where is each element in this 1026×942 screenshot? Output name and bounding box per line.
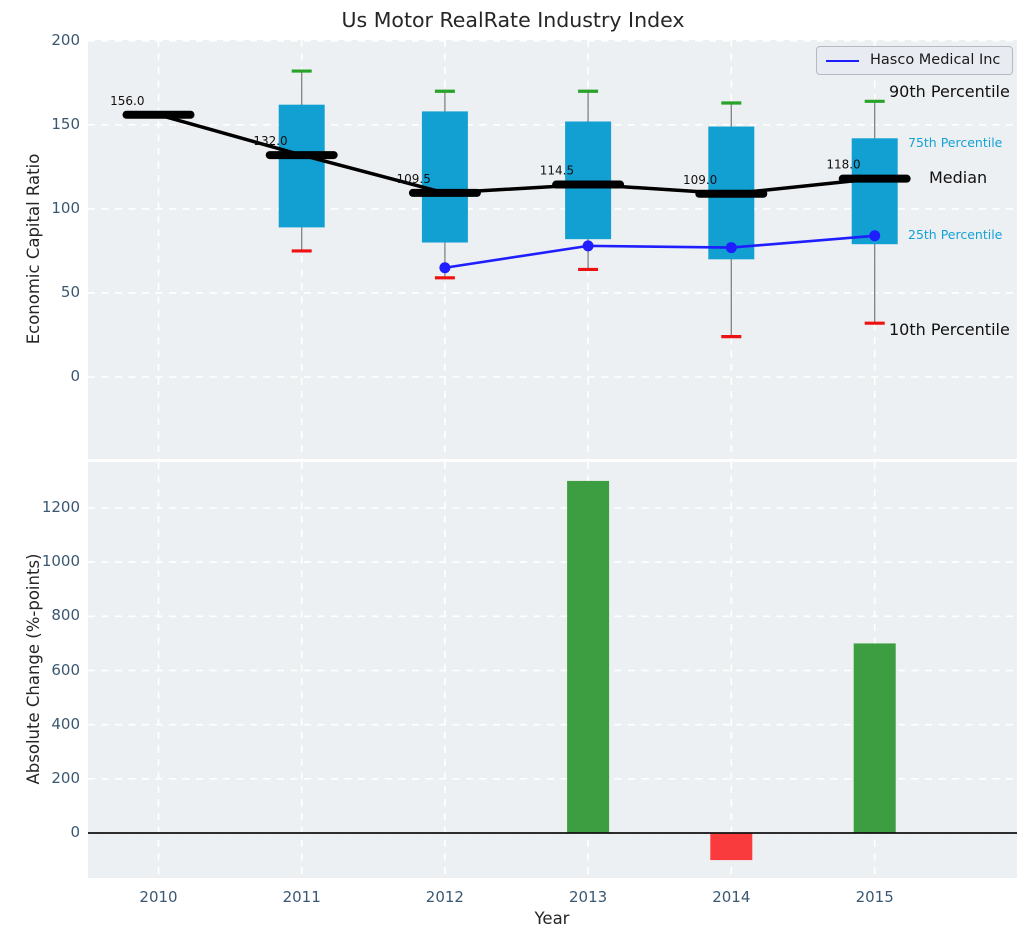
annotation-median: Median — [929, 168, 988, 187]
hasco-marker — [869, 230, 881, 242]
hasco-marker — [439, 262, 451, 274]
median-value-label: 114.5 — [540, 164, 574, 178]
y-tick-label-top: 50 — [60, 282, 80, 301]
annotation-25th-percentile: 25th Percentile — [908, 227, 1003, 242]
y-tick-label-top: 200 — [51, 30, 80, 49]
hasco-line — [444, 234, 875, 270]
x-tick-label: 2012 — [425, 888, 464, 906]
legend: Hasco Medical Inc — [816, 46, 1014, 75]
hasco-marker — [582, 240, 594, 252]
median-value-label: 109.5 — [397, 172, 431, 186]
y-tick-label-top: 150 — [51, 114, 80, 133]
iqr-box — [851, 138, 898, 245]
median-value-label: 132.0 — [253, 134, 287, 148]
annotation-10th-percentile: 10th Percentile — [889, 320, 1010, 339]
hasco-marker — [725, 242, 737, 254]
top-axes-background — [88, 40, 1017, 459]
y-axis-label-top: Economic Capital Ratio — [23, 153, 43, 345]
y-tick-label-bottom: 800 — [51, 606, 80, 625]
absolute-change-panel — [88, 462, 1017, 878]
x-tick-label: 2013 — [569, 888, 608, 906]
chart-title: Us Motor RealRate Industry Index — [341, 8, 685, 32]
y-tick-label-bottom: 400 — [51, 714, 80, 733]
annotation-90th-percentile: 90th Percentile — [889, 82, 1010, 101]
y-tick-label-bottom: 1200 — [41, 498, 80, 516]
y-tick-label-bottom: 0 — [70, 823, 80, 841]
median-value-label: 118.0 — [826, 158, 860, 172]
median-value-label: 156.0 — [110, 94, 144, 108]
iqr-box — [565, 121, 612, 240]
iqr-box — [278, 104, 325, 228]
legend-line-sample — [826, 59, 859, 62]
x-tick-label: 2014 — [712, 888, 751, 906]
x-axis-label: Year — [534, 909, 570, 928]
x-tick-label: 2011 — [282, 888, 321, 906]
change-bar — [567, 480, 610, 833]
legend-label: Hasco Medical Inc — [870, 52, 1001, 69]
x-tick-label: 2015 — [855, 888, 894, 906]
economic-capital-ratio-panel: 156.0 132.0 109.5 114.5 109.0 118.0 — [88, 39, 1017, 459]
y-tick-label-top: 100 — [51, 198, 80, 217]
y-tick-label-top: 0 — [70, 367, 80, 385]
annotation-75th-percentile: 75th Percentile — [908, 135, 1003, 150]
y-tick-label-bottom: 600 — [51, 660, 80, 679]
change-bar — [710, 833, 753, 861]
x-tick-label: 2010 — [139, 888, 178, 906]
y-tick-label-bottom: 200 — [51, 768, 80, 787]
y-tick-label-bottom: 1000 — [41, 552, 80, 571]
y-axis-label-bottom: Absolute Change (%-points) — [23, 553, 43, 785]
iqr-box — [421, 111, 468, 243]
change-bar — [853, 643, 896, 833]
median-value-label: 109.0 — [683, 173, 717, 187]
